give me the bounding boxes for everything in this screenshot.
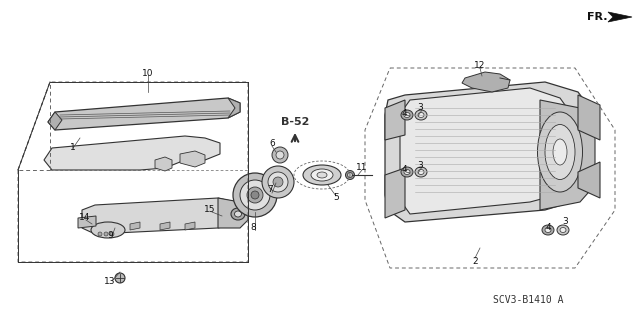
Ellipse shape [418, 113, 424, 117]
Ellipse shape [404, 170, 410, 174]
Ellipse shape [311, 169, 333, 181]
Text: 15: 15 [204, 205, 216, 214]
Polygon shape [385, 168, 405, 218]
Text: 5: 5 [333, 194, 339, 203]
Ellipse shape [553, 139, 567, 165]
Ellipse shape [233, 173, 277, 217]
Ellipse shape [401, 167, 413, 177]
Text: 14: 14 [79, 213, 91, 222]
Ellipse shape [231, 208, 245, 220]
Ellipse shape [110, 232, 114, 236]
Text: 4: 4 [545, 223, 551, 233]
Ellipse shape [538, 112, 582, 192]
Ellipse shape [303, 165, 341, 185]
Polygon shape [228, 98, 240, 118]
Ellipse shape [104, 232, 108, 236]
Ellipse shape [273, 177, 283, 187]
Ellipse shape [415, 167, 427, 177]
Polygon shape [48, 98, 240, 130]
Text: 3: 3 [417, 161, 423, 170]
Polygon shape [218, 198, 248, 228]
Text: 3: 3 [562, 218, 568, 227]
Ellipse shape [247, 187, 263, 203]
Polygon shape [180, 151, 205, 167]
Text: 1: 1 [70, 143, 76, 153]
Ellipse shape [348, 172, 353, 178]
Ellipse shape [545, 228, 551, 233]
Ellipse shape [317, 172, 327, 178]
Polygon shape [130, 222, 140, 230]
Polygon shape [578, 162, 600, 198]
Polygon shape [385, 100, 405, 140]
Ellipse shape [418, 170, 424, 174]
Ellipse shape [272, 147, 288, 163]
Polygon shape [540, 100, 595, 210]
Polygon shape [78, 216, 96, 228]
Text: 11: 11 [356, 164, 368, 172]
Ellipse shape [234, 211, 241, 217]
Polygon shape [155, 157, 172, 171]
Polygon shape [608, 12, 632, 22]
Polygon shape [82, 198, 240, 234]
Ellipse shape [542, 225, 554, 235]
Ellipse shape [251, 191, 259, 199]
Polygon shape [48, 112, 62, 130]
Ellipse shape [115, 273, 125, 283]
Ellipse shape [557, 225, 569, 235]
Polygon shape [160, 222, 170, 230]
Text: SCV3-B1410 A: SCV3-B1410 A [493, 295, 563, 305]
Ellipse shape [404, 113, 410, 117]
Text: FR.: FR. [587, 12, 607, 22]
Text: 9: 9 [107, 230, 113, 239]
Text: 12: 12 [474, 60, 486, 69]
Ellipse shape [262, 166, 294, 198]
Ellipse shape [98, 232, 102, 236]
Text: B-52: B-52 [281, 117, 309, 127]
Ellipse shape [560, 228, 566, 233]
Polygon shape [578, 95, 600, 140]
Text: 4: 4 [401, 165, 407, 174]
Ellipse shape [545, 124, 575, 180]
Text: 7: 7 [267, 186, 273, 195]
Polygon shape [462, 72, 510, 92]
Ellipse shape [415, 110, 427, 120]
Polygon shape [385, 82, 590, 222]
Text: 6: 6 [269, 139, 275, 148]
Text: 3: 3 [417, 103, 423, 113]
Polygon shape [185, 222, 195, 230]
Ellipse shape [268, 172, 288, 192]
Text: 8: 8 [250, 223, 256, 233]
Polygon shape [400, 88, 570, 214]
Text: 4: 4 [401, 108, 407, 117]
Ellipse shape [240, 180, 270, 210]
Ellipse shape [91, 222, 125, 238]
Text: 13: 13 [104, 277, 116, 286]
Text: 10: 10 [142, 68, 154, 77]
Ellipse shape [346, 171, 355, 180]
Text: 2: 2 [472, 258, 478, 267]
Ellipse shape [276, 151, 284, 159]
Polygon shape [44, 136, 220, 170]
Ellipse shape [401, 110, 413, 120]
